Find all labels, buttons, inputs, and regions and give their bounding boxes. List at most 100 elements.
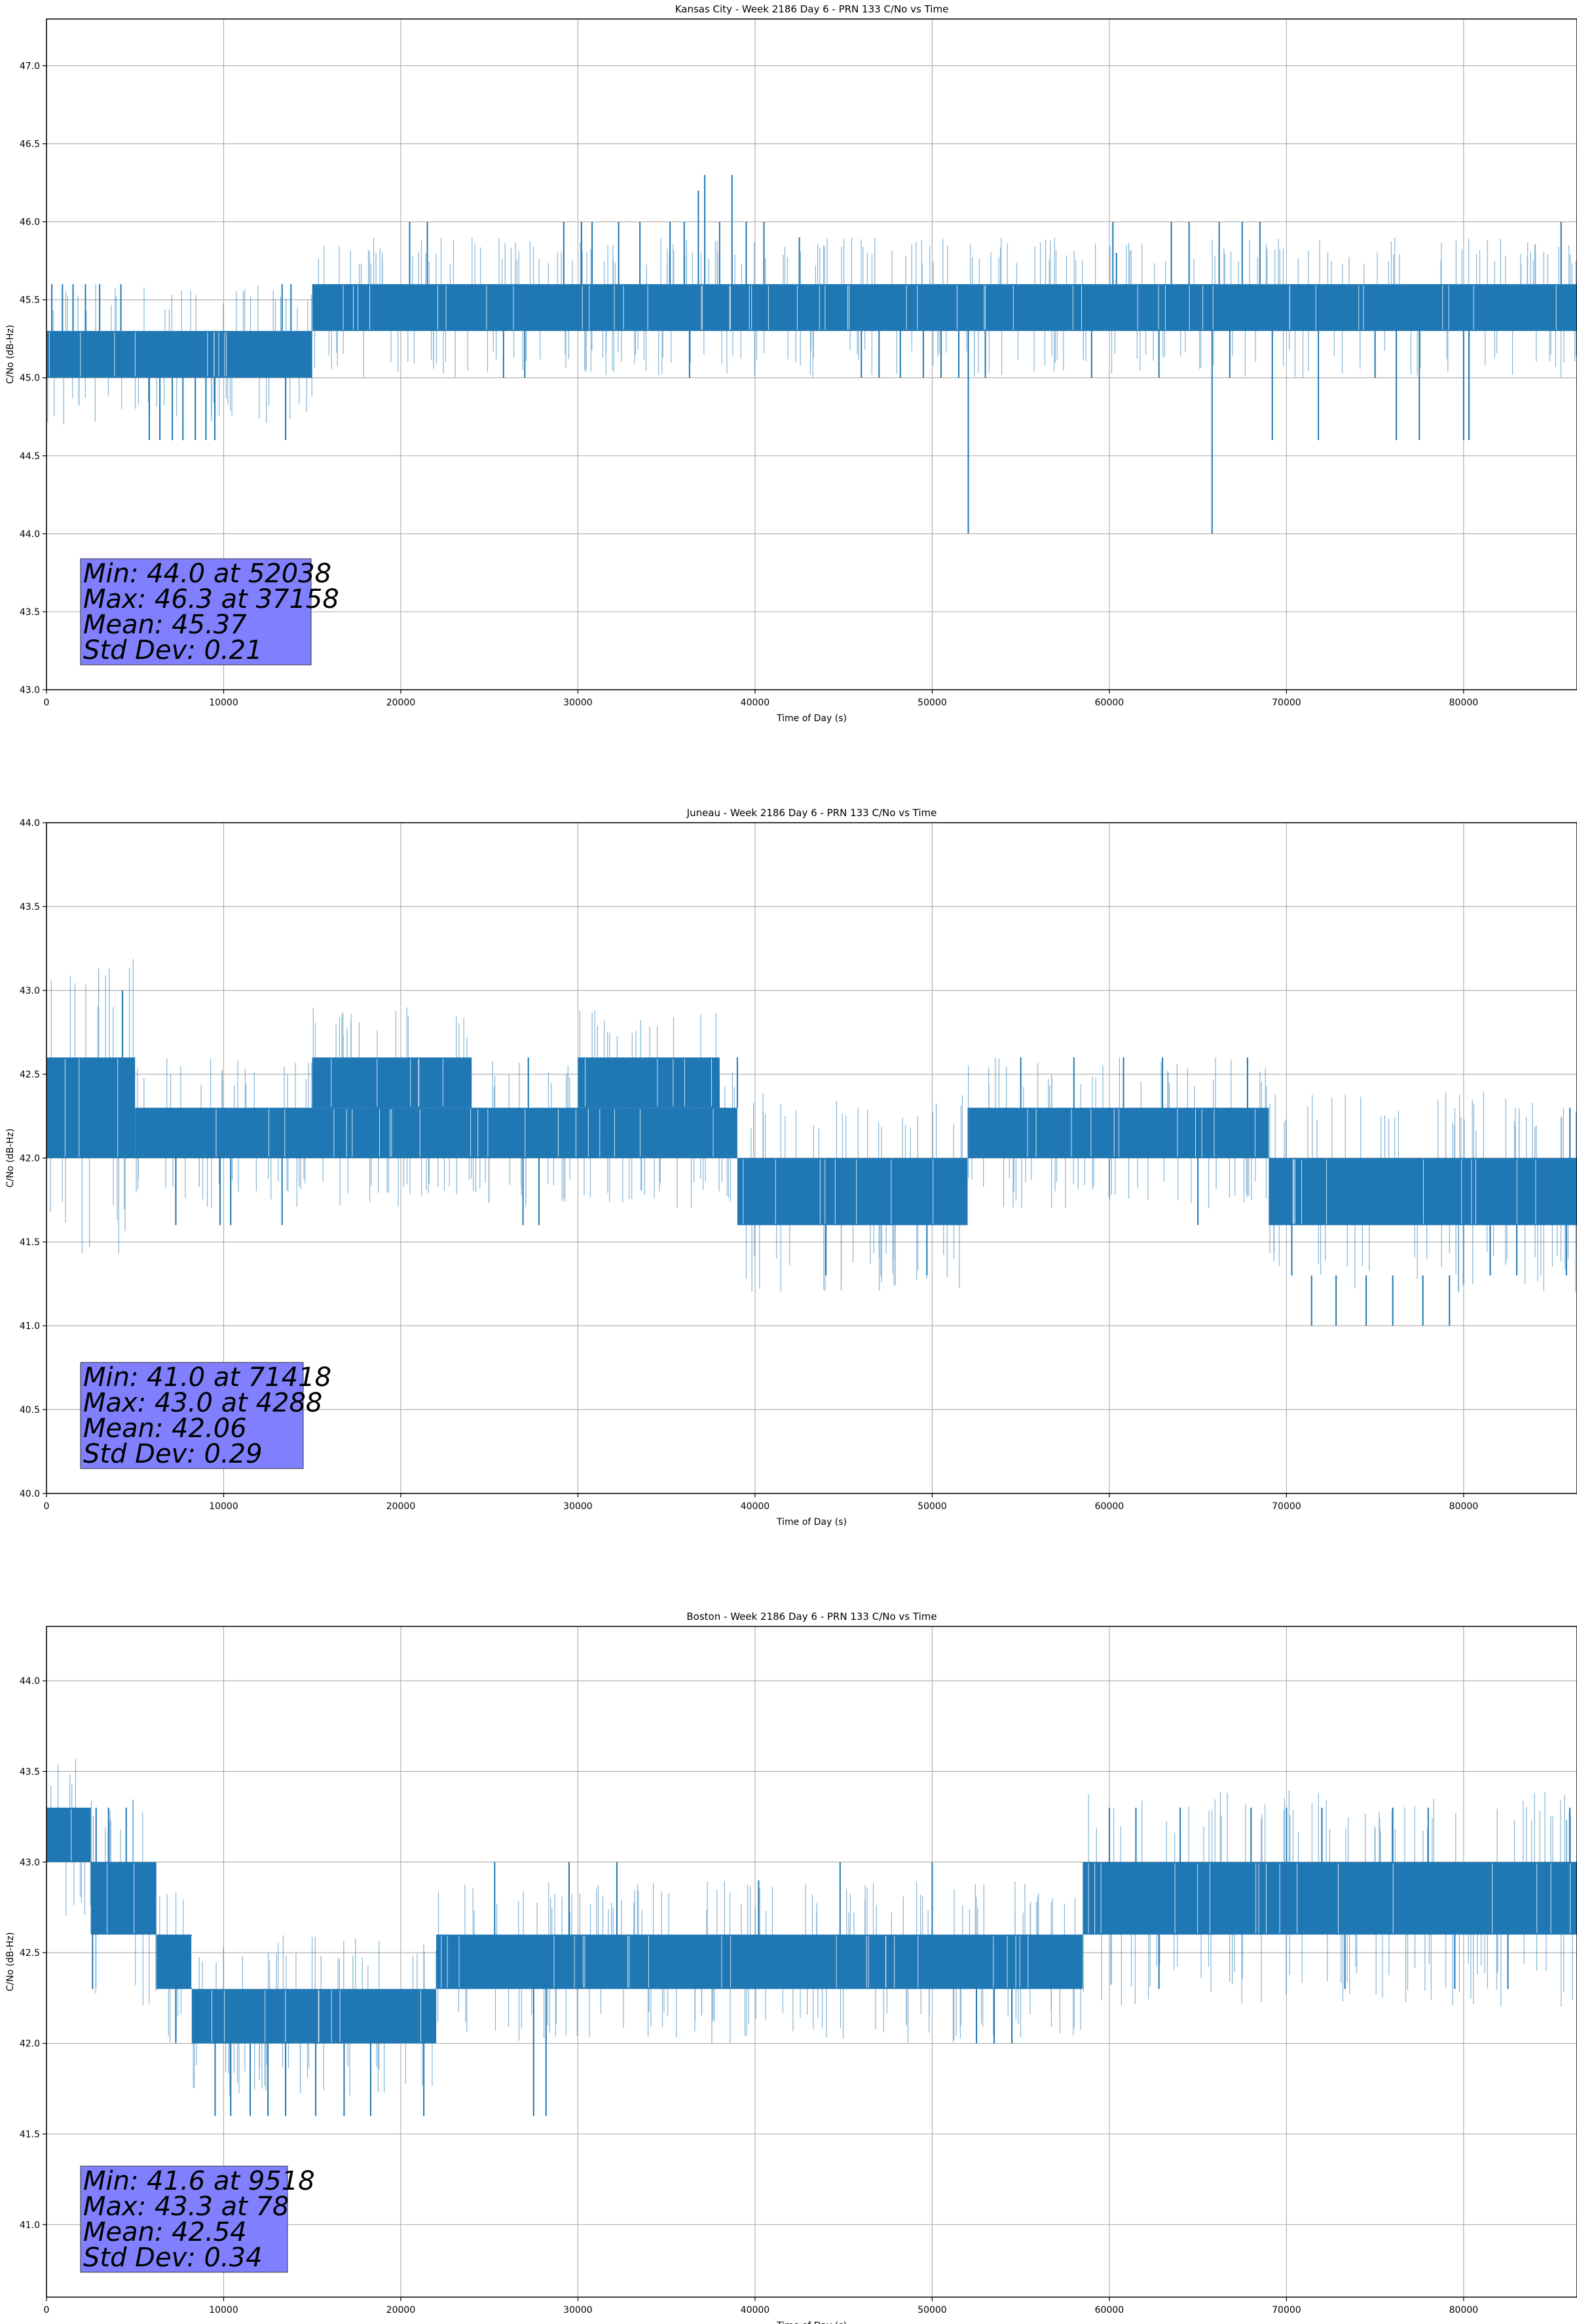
data-band bbox=[1083, 1862, 1577, 1935]
data-band bbox=[90, 1862, 157, 1935]
y-tick-label: 45.5 bbox=[20, 295, 40, 306]
y-tick-label: 44.0 bbox=[20, 1676, 40, 1687]
axes-frame bbox=[46, 1626, 1577, 2298]
y-tick-label: 46.0 bbox=[20, 217, 40, 228]
x-tick-label: 50000 bbox=[918, 698, 947, 708]
chart-panel-1: 0 10000 20000 30000 40000 50000 60000 70000 8000… bbox=[5, 3, 1577, 724]
stats-line: Max: 46.3 at 37158 bbox=[83, 584, 339, 614]
x-tick-label: 30000 bbox=[563, 2305, 593, 2315]
y-tick-label: 44.5 bbox=[20, 451, 40, 462]
chart-title: Juneau - Week 2186 Day 6 - PRN 133 C/No … bbox=[686, 807, 937, 819]
stats-box bbox=[80, 1362, 304, 1469]
data-band-gaps bbox=[212, 1990, 421, 2042]
y-tick-label: 43.0 bbox=[20, 1858, 40, 1868]
data-band bbox=[578, 1057, 720, 1108]
chart-title: Kansas City - Week 2186 Day 6 - PRN 133 … bbox=[675, 3, 949, 15]
chart-panel-3: 0 10000 20000 30000 40000 50000 60000 70000 8000… bbox=[5, 1611, 1577, 2324]
y-tick-label: 43.5 bbox=[20, 902, 40, 912]
x-axis-label: Time of Day (s) bbox=[776, 2321, 847, 2324]
stats-line: Std Dev: 0.34 bbox=[83, 2243, 263, 2273]
stats-line: Mean: 45.37 bbox=[83, 610, 247, 640]
y-tick-label: 47.0 bbox=[20, 61, 40, 71]
y-tick-label: 41.0 bbox=[20, 2220, 40, 2230]
stats-line: Min: 41.0 at 71418 bbox=[83, 1362, 331, 1393]
stats-line: Min: 44.0 at 52038 bbox=[83, 559, 331, 589]
x-tick-label: 40000 bbox=[741, 1501, 770, 1512]
data-band bbox=[436, 1934, 1083, 1989]
y-tick-label: 42.0 bbox=[20, 2039, 40, 2050]
x-axis-label: Time of Day (s) bbox=[776, 713, 847, 724]
data-band bbox=[191, 1989, 437, 2044]
stats-box bbox=[80, 2165, 288, 2273]
data-band-gaps bbox=[743, 1159, 934, 1224]
x-tick-label: 50000 bbox=[918, 2305, 947, 2315]
data-band-gaps bbox=[64, 1059, 119, 1157]
y-tick-label: 41.0 bbox=[20, 1321, 40, 1332]
data-band-gaps bbox=[215, 1109, 714, 1157]
y-tick-label: 41.5 bbox=[20, 2129, 40, 2140]
data-band bbox=[46, 331, 312, 378]
y-tick-label: 42.5 bbox=[20, 1070, 40, 1080]
x-tick-label: 0 bbox=[44, 2305, 50, 2315]
data-band-gaps bbox=[1292, 1159, 1536, 1224]
x-tick-label: 40000 bbox=[741, 698, 770, 708]
data-band bbox=[312, 284, 1577, 331]
x-tick-label: 20000 bbox=[386, 698, 416, 708]
x-tick-label: 70000 bbox=[1272, 698, 1301, 708]
data-band-gaps bbox=[1027, 1109, 1255, 1157]
y-tick-label: 41.5 bbox=[20, 1237, 40, 1248]
data-band-gaps bbox=[1088, 1863, 1571, 1934]
y-tick-label: 45.0 bbox=[20, 373, 40, 384]
y-tick-label: 46.5 bbox=[20, 140, 40, 150]
y-tick-label: 43.0 bbox=[20, 685, 40, 696]
data-trace-texture bbox=[47, 237, 1577, 424]
x-tick-label: 10000 bbox=[209, 1501, 238, 1512]
y-tick-label: 40.0 bbox=[20, 1489, 40, 1499]
x-axis-label: Time of Day (s) bbox=[776, 1517, 847, 1527]
y-tick-label: 44.0 bbox=[20, 818, 40, 829]
y-tick-label: 43.0 bbox=[20, 986, 40, 996]
x-tick-label: 80000 bbox=[1449, 2305, 1479, 2315]
x-tick-label: 50000 bbox=[918, 1501, 947, 1512]
y-tick-label: 42.5 bbox=[20, 1948, 40, 1959]
data-band bbox=[135, 1108, 737, 1158]
x-tick-label: 70000 bbox=[1272, 1501, 1301, 1512]
stats-box bbox=[80, 558, 312, 665]
data-band bbox=[156, 1934, 192, 1989]
y-tick-label: 43.5 bbox=[20, 1767, 40, 1777]
stats-line: Max: 43.0 at 4288 bbox=[83, 1388, 322, 1418]
x-tick-label: 10000 bbox=[209, 2305, 238, 2315]
y-axis-label: C/No (dB-Hz) bbox=[5, 1932, 16, 1991]
x-tick-label: 60000 bbox=[1095, 2305, 1124, 2315]
chart-title: Boston - Week 2186 Day 6 - PRN 133 C/No … bbox=[686, 1611, 937, 1622]
x-tick-label: 0 bbox=[44, 1501, 50, 1512]
x-tick-label: 0 bbox=[44, 698, 50, 708]
data-band-gaps bbox=[343, 285, 1557, 330]
data-band bbox=[312, 1057, 472, 1108]
stats-line: Mean: 42.54 bbox=[83, 2217, 247, 2247]
x-tick-label: 30000 bbox=[563, 1501, 593, 1512]
x-tick-label: 40000 bbox=[741, 2305, 770, 2315]
data-trace-texture bbox=[50, 1759, 1573, 2096]
stats-line: Std Dev: 0.29 bbox=[83, 1439, 263, 1469]
data-band-gaps bbox=[331, 1059, 443, 1107]
x-tick-label: 20000 bbox=[386, 2305, 416, 2315]
data-band-gaps bbox=[48, 332, 227, 377]
x-tick-label: 60000 bbox=[1095, 698, 1124, 708]
axes-frame bbox=[46, 18, 1577, 690]
stats-line: Mean: 42.06 bbox=[83, 1414, 247, 1444]
data-band bbox=[46, 1057, 136, 1158]
x-tick-label: 70000 bbox=[1272, 2305, 1301, 2315]
stats-line: Max: 43.3 at 78 bbox=[83, 2192, 289, 2222]
stats-line: Std Dev: 0.21 bbox=[83, 635, 263, 665]
data-band bbox=[967, 1108, 1269, 1158]
y-axis-label: C/No (dB-Hz) bbox=[5, 1129, 16, 1188]
y-tick-label: 40.5 bbox=[20, 1405, 40, 1415]
data-trace-texture bbox=[50, 959, 1576, 1292]
x-tick-label: 80000 bbox=[1449, 1501, 1479, 1512]
y-axis-label: C/No (dB-Hz) bbox=[5, 325, 16, 384]
x-tick-label: 60000 bbox=[1095, 1501, 1124, 1512]
x-tick-label: 30000 bbox=[563, 698, 593, 708]
y-tick-label: 43.5 bbox=[20, 607, 40, 618]
